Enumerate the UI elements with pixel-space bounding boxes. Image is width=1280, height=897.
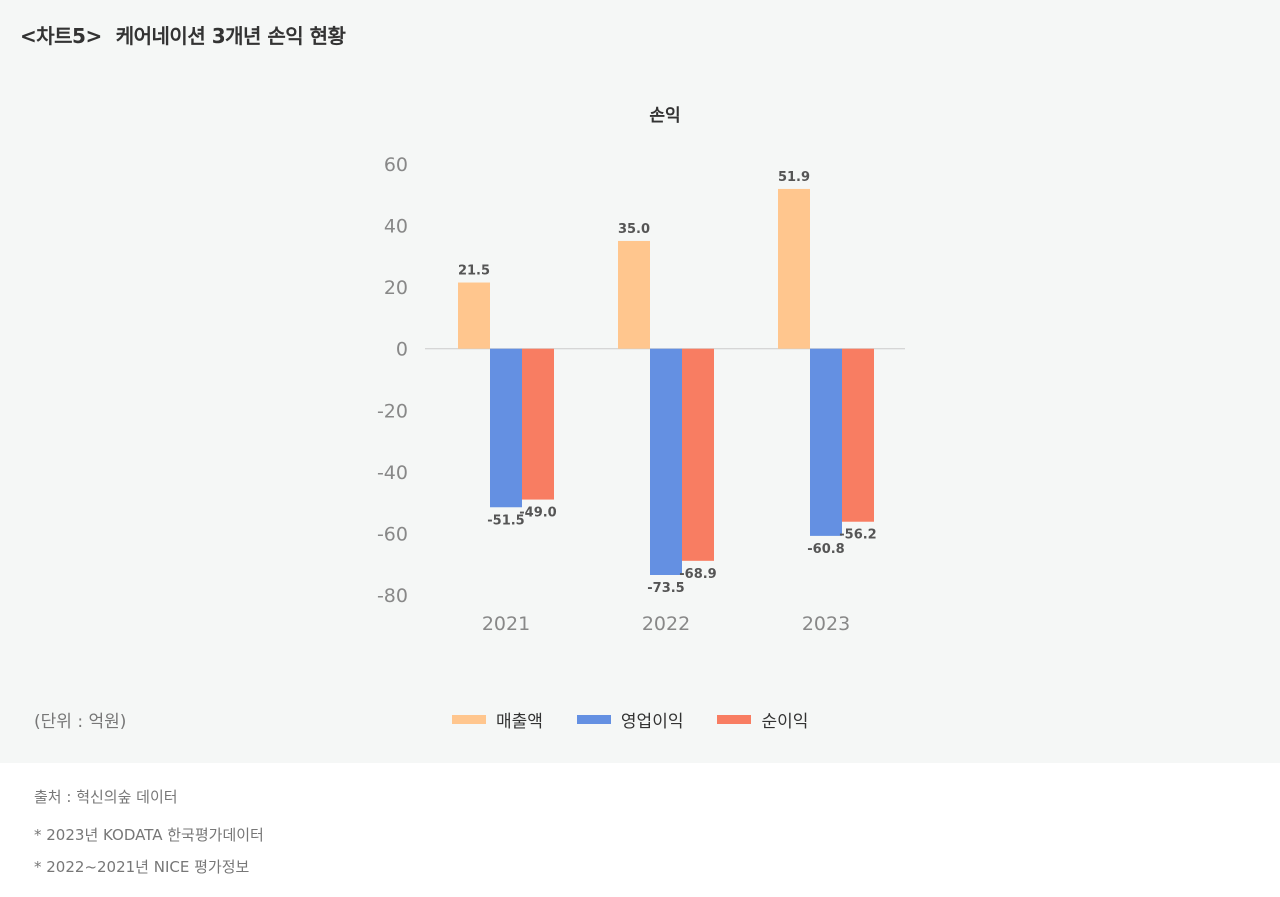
y-tick-label: 0 [396,339,408,361]
chart-number: <차트5> [20,24,102,48]
legend-swatch [576,715,611,724]
y-tick-label: -60 [377,523,408,545]
bar-순이익-2021 [522,348,554,500]
y-tick-label: 40 [384,216,408,238]
x-tick-label: 2022 [642,613,690,635]
source-line: 출처 : 혁신의숲 데이터 [34,788,178,806]
data-label: 51.9 [778,170,810,185]
legend-item: 순이익 [717,707,808,732]
x-tick-label: 2023 [802,613,850,635]
bar-매출액-2022 [618,240,650,349]
bar-순이익-2022 [682,348,714,561]
chart-panel [0,0,1280,763]
y-tick-label: 60 [384,154,408,176]
y-tick-label: -20 [377,400,408,422]
data-label: -68.9 [679,567,716,582]
page-title: <차트5> 케어네이션 3개년 손익 현황 [20,20,346,49]
bar-영업이익-2022 [650,348,682,575]
legend-label: 매출액 [496,712,543,732]
unit-note: (단위 : 억원) [34,712,127,732]
legend-swatch [452,715,486,724]
bar-영업이익-2021 [490,348,522,508]
data-label: -51.5 [487,513,524,528]
data-label: -73.5 [647,581,684,596]
data-label: -60.8 [807,542,844,557]
legend-label: 영업이익 [620,712,684,732]
bar-매출액-2021 [458,282,490,349]
bar-영업이익-2023 [810,348,842,536]
y-tick-label: 20 [384,277,408,299]
chart-title: 손익 [649,106,680,126]
legend-label: 순이익 [761,712,809,732]
data-label: 35.0 [618,222,650,237]
source-note: * 2022~2021년 NICE 평가정보 [34,858,250,876]
chart-heading: 케어네이션 3개년 손익 현황 [115,24,346,48]
bar-매출액-2023 [778,188,810,349]
y-tick-label: -80 [377,585,408,607]
bar-chart: 손익 60 40 20 0 -20 -40 -60 -80 2021 21.5 -51.5-49.0 2… [377,106,905,635]
y-tick-label: -40 [377,462,408,484]
legend: 매출액 영업이익 순이익 [452,707,808,732]
x-tick-label: 2021 [482,613,530,635]
bar-순이익-2023 [842,348,874,522]
legend-item: 영업이익 [576,707,684,732]
data-label: -49.0 [519,506,556,521]
data-label: -56.2 [839,528,876,543]
legend-swatch [717,715,752,724]
data-label: 21.5 [458,264,490,279]
legend-item: 매출액 [452,707,543,732]
source-note: * 2023년 KODATA 한국평가데이터 [34,826,264,844]
